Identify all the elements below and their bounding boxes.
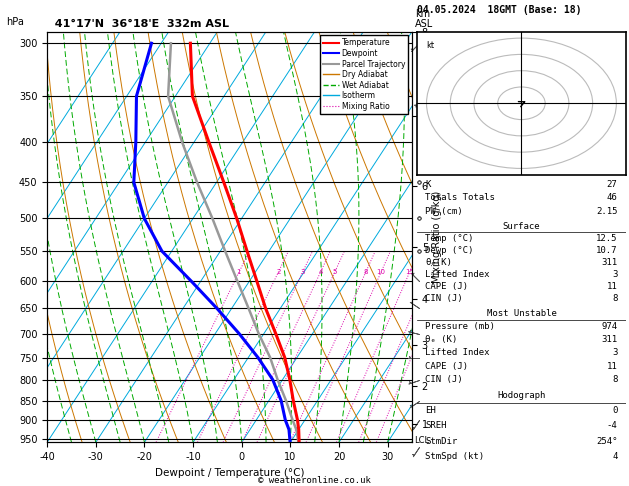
Text: StmDir: StmDir [425, 436, 458, 446]
Text: θₑ (K): θₑ (K) [425, 335, 458, 344]
X-axis label: Dewpoint / Temperature (°C): Dewpoint / Temperature (°C) [155, 468, 304, 478]
Text: hPa: hPa [6, 17, 24, 27]
Text: -4: -4 [607, 421, 618, 431]
Text: 15: 15 [405, 269, 414, 276]
Y-axis label: Mixing Ratio (g/kg): Mixing Ratio (g/kg) [432, 191, 442, 283]
Text: 10: 10 [376, 269, 386, 276]
Text: 0: 0 [612, 406, 618, 416]
Text: K: K [425, 180, 431, 189]
Text: CAPE (J): CAPE (J) [425, 282, 469, 291]
Text: 254°: 254° [596, 436, 618, 446]
Text: Lifted Index: Lifted Index [425, 348, 490, 357]
Text: 311: 311 [601, 335, 618, 344]
Text: 2.15: 2.15 [596, 207, 618, 215]
Text: 974: 974 [601, 322, 618, 331]
Text: 3: 3 [300, 269, 305, 276]
Text: 3: 3 [612, 270, 618, 278]
Text: Surface: Surface [503, 222, 540, 231]
Text: CAPE (J): CAPE (J) [425, 362, 469, 371]
Text: 3: 3 [612, 348, 618, 357]
Text: StmSpd (kt): StmSpd (kt) [425, 451, 484, 461]
Text: 11: 11 [607, 282, 618, 291]
Text: 27: 27 [607, 180, 618, 189]
Text: SREH: SREH [425, 421, 447, 431]
Text: 5: 5 [332, 269, 337, 276]
Text: Pressure (mb): Pressure (mb) [425, 322, 495, 331]
Text: 04.05.2024  18GMT (Base: 18): 04.05.2024 18GMT (Base: 18) [417, 4, 582, 15]
Legend: Temperature, Dewpoint, Parcel Trajectory, Dry Adiabat, Wet Adiabat, Isotherm, Mi: Temperature, Dewpoint, Parcel Trajectory… [320, 35, 408, 114]
Text: © weatheronline.co.uk: © weatheronline.co.uk [258, 476, 371, 485]
Text: 2: 2 [276, 269, 281, 276]
Text: 8: 8 [612, 375, 618, 384]
Text: CIN (J): CIN (J) [425, 294, 463, 303]
Text: Lifted Index: Lifted Index [425, 270, 490, 278]
Text: ASL: ASL [415, 19, 433, 29]
Text: 46: 46 [607, 193, 618, 202]
Text: 12.5: 12.5 [596, 234, 618, 243]
Text: km: km [415, 9, 430, 19]
Text: 41°17'N  36°18'E  332m ASL: 41°17'N 36°18'E 332m ASL [47, 19, 229, 30]
Text: kt: kt [426, 41, 435, 51]
Text: 1: 1 [237, 269, 241, 276]
Text: CIN (J): CIN (J) [425, 375, 463, 384]
Text: 8: 8 [612, 294, 618, 303]
Text: 11: 11 [607, 362, 618, 371]
Text: θₑ(K): θₑ(K) [425, 258, 452, 267]
Text: 4: 4 [318, 269, 323, 276]
Text: Dewp (°C): Dewp (°C) [425, 246, 474, 255]
Text: Totals Totals: Totals Totals [425, 193, 495, 202]
Text: 4: 4 [612, 451, 618, 461]
Text: 10.7: 10.7 [596, 246, 618, 255]
Text: 8: 8 [364, 269, 368, 276]
Text: Most Unstable: Most Unstable [486, 309, 557, 318]
Text: EH: EH [425, 406, 436, 416]
Text: Temp (°C): Temp (°C) [425, 234, 474, 243]
Text: LCL: LCL [415, 436, 430, 445]
Text: Hodograph: Hodograph [498, 391, 545, 400]
Text: 311: 311 [601, 258, 618, 267]
Text: PW (cm): PW (cm) [425, 207, 463, 215]
